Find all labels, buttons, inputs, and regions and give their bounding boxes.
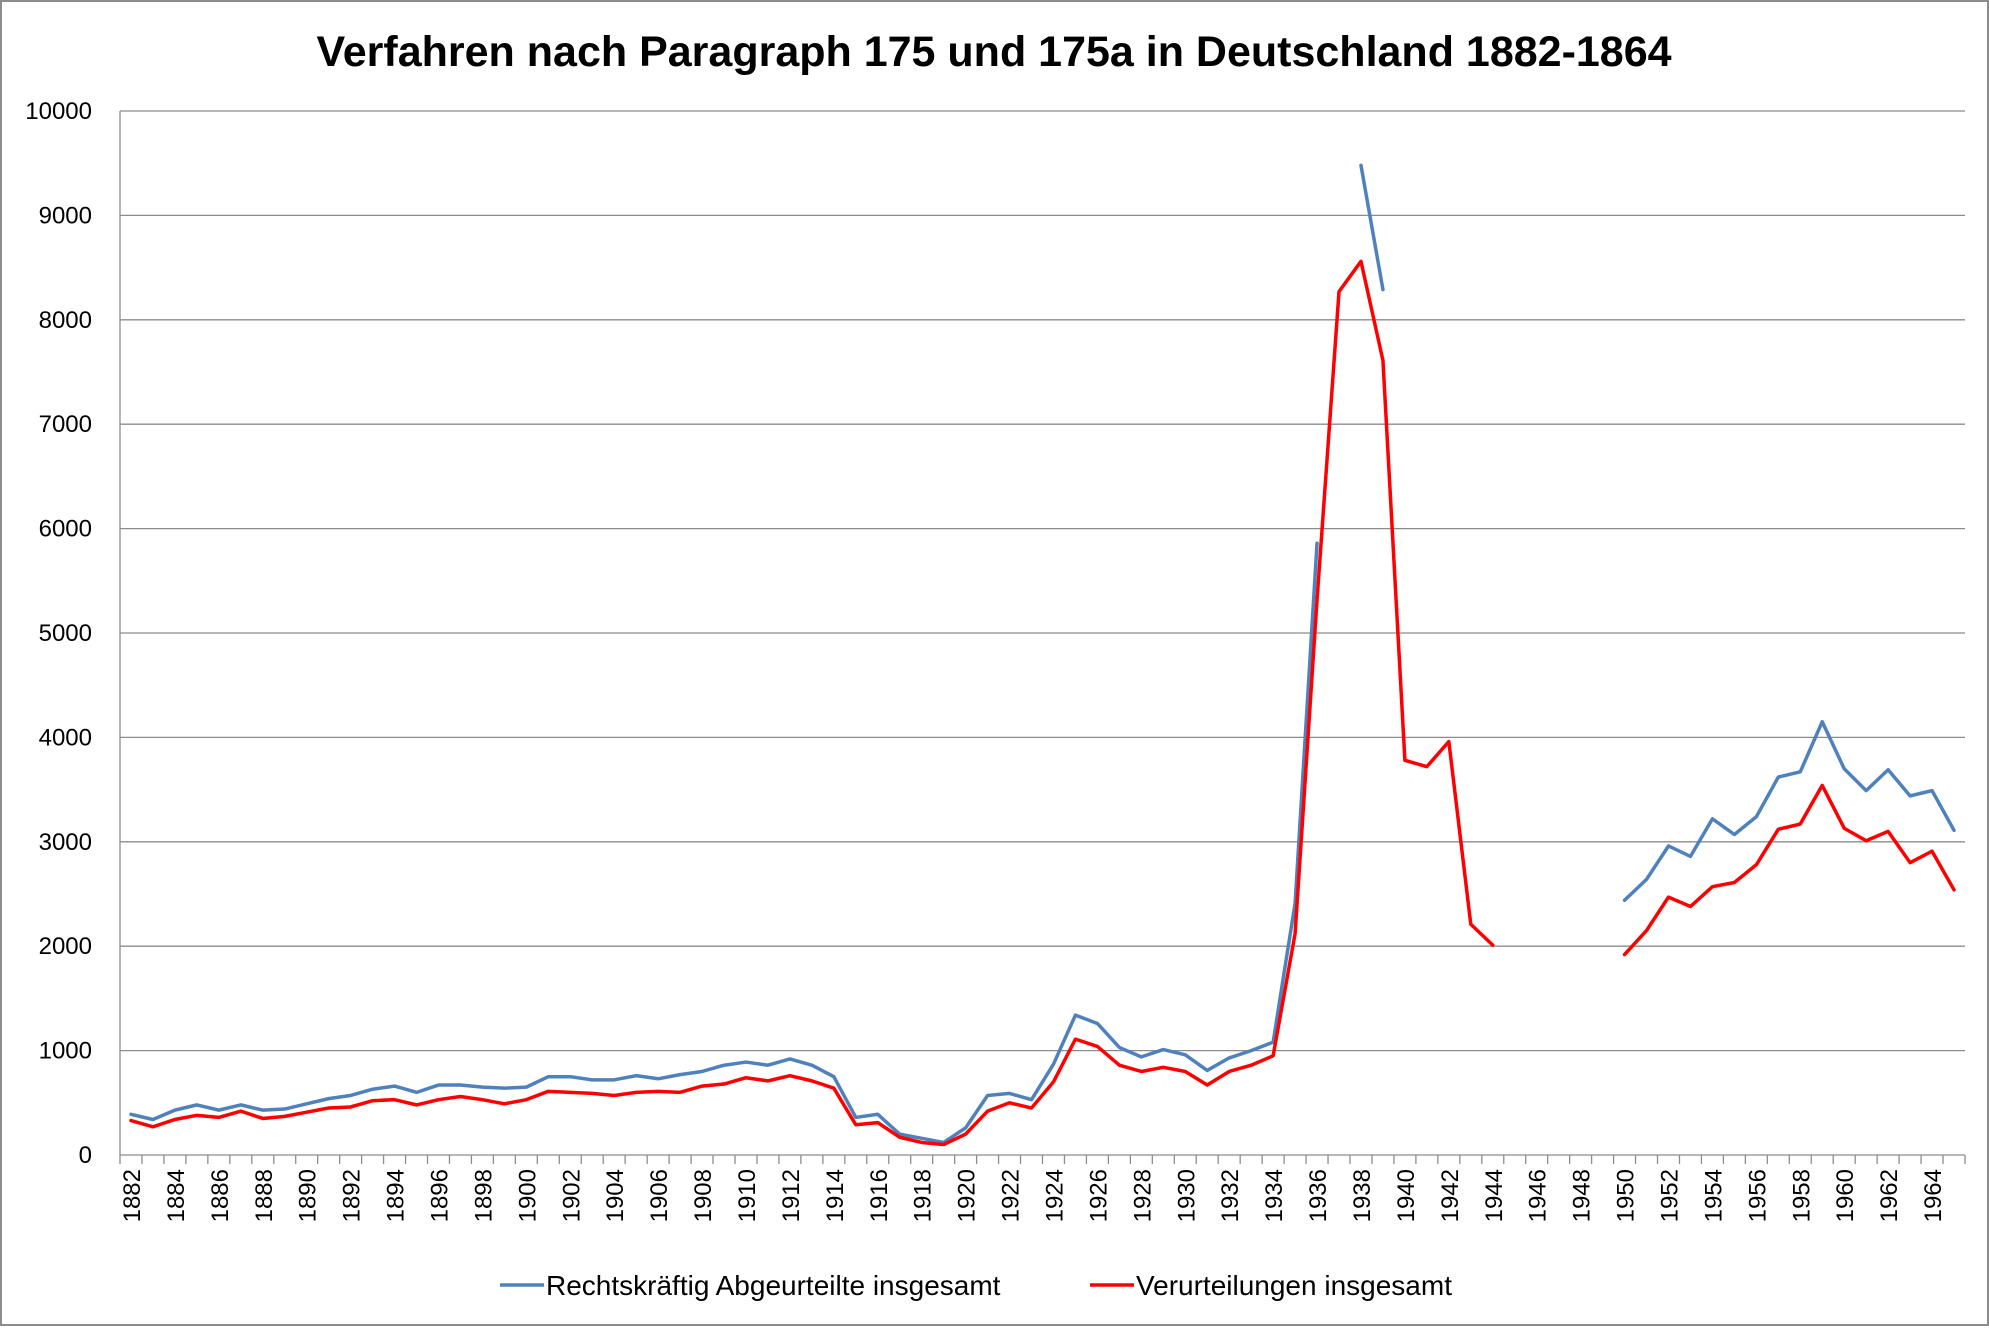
x-tick-label: 1946 (1525, 1169, 1552, 1222)
x-tick-label: 1884 (163, 1169, 190, 1222)
series-line (129, 259, 1956, 1147)
x-tick-label: 1934 (1261, 1169, 1288, 1222)
x-tick-label: 1954 (1700, 1169, 1727, 1222)
x-tick-label: 1964 (1920, 1169, 1947, 1222)
x-tick-label: 1930 (1173, 1169, 1200, 1222)
x-tick-label: 1944 (1481, 1169, 1508, 1222)
x-tick-label: 1960 (1832, 1169, 1859, 1222)
x-tick-label: 1896 (426, 1169, 453, 1222)
x-tick-label: 1912 (778, 1169, 805, 1222)
x-tick-label: 1938 (1349, 1169, 1376, 1222)
x-tick-label: 1932 (1217, 1169, 1244, 1222)
x-tick-label: 1892 (339, 1169, 366, 1222)
x-tick-label: 1888 (251, 1169, 278, 1222)
x-tick-label: 1900 (514, 1169, 541, 1222)
y-tick-label: 5000 (39, 620, 92, 647)
x-tick-label: 1890 (295, 1169, 322, 1222)
x-tick-label: 1936 (1305, 1169, 1332, 1222)
x-tick-label: 1948 (1569, 1169, 1596, 1222)
x-tick-label: 1950 (1613, 1169, 1640, 1222)
y-tick-label: 2000 (39, 933, 92, 960)
x-tick-label: 1952 (1656, 1169, 1683, 1222)
x-tick-label: 1908 (690, 1169, 717, 1222)
x-tick-label: 1882 (119, 1169, 146, 1222)
series-2 (129, 259, 1956, 1147)
legend-item-1: Rechtskräftig Abgeurteilte insgesamt (500, 1270, 1001, 1301)
x-tick-label: 1924 (1041, 1169, 1068, 1222)
x-tick-label: 1922 (998, 1169, 1025, 1222)
x-tick-label: 1904 (602, 1169, 629, 1222)
x-tick-label: 1894 (383, 1169, 410, 1222)
series-lines (129, 163, 1956, 1147)
x-tick-label: 1940 (1393, 1169, 1420, 1222)
x-tick-label: 1898 (470, 1169, 497, 1222)
x-tick-label: 1956 (1744, 1169, 1771, 1222)
gridlines (120, 110, 1965, 1052)
x-tick-label: 1910 (734, 1169, 761, 1222)
x-tick-label: 1906 (646, 1169, 673, 1222)
y-tick-label: 6000 (39, 516, 92, 543)
y-tick-label: 1000 (39, 1038, 92, 1065)
x-tick-label: 1958 (1788, 1169, 1815, 1222)
y-axis: 0 1000 2000 3000 4000 5000 6000 7000 8000 9000 100… (25, 98, 121, 1169)
x-tick-label: 1962 (1876, 1169, 1903, 1222)
x-tick-label: 1926 (1085, 1169, 1112, 1222)
y-tick-label: 10000 (25, 98, 92, 125)
legend-label: Rechtskräftig Abgeurteilte insgesamt (546, 1270, 1001, 1301)
x-tick-label: 1886 (207, 1169, 234, 1222)
x-tick-label: 1918 (910, 1169, 937, 1222)
y-tick-label: 3000 (39, 829, 92, 856)
x-tick-label: 1902 (558, 1169, 585, 1222)
x-axis: 1882 1884 1886 1888 1890 1892 1894 1896 1898 1900… (119, 1154, 1966, 1222)
y-tick-label: 9000 (39, 202, 92, 229)
legend-item-2: Verurteilungen insgesamt (1090, 1270, 1452, 1301)
x-tick-label: 1928 (1129, 1169, 1156, 1222)
series-line (129, 163, 1956, 1145)
y-tick-label: 7000 (39, 411, 92, 438)
x-tick-label: 1920 (954, 1169, 981, 1222)
series-1 (129, 163, 1956, 1145)
x-tick-label: 1914 (822, 1169, 849, 1222)
chart-title: Verfahren nach Paragraph 175 und 175a in… (316, 28, 1671, 76)
y-tick-label: 8000 (39, 307, 92, 334)
legend-label: Verurteilungen insgesamt (1136, 1270, 1452, 1301)
x-tick-label: 1942 (1437, 1169, 1464, 1222)
y-tick-label: 0 (79, 1142, 92, 1169)
legend: Rechtskräftig Abgeurteilte insgesamt Veru… (500, 1270, 1452, 1301)
y-tick-label: 4000 (39, 724, 92, 751)
x-tick-label: 1916 (866, 1169, 893, 1222)
